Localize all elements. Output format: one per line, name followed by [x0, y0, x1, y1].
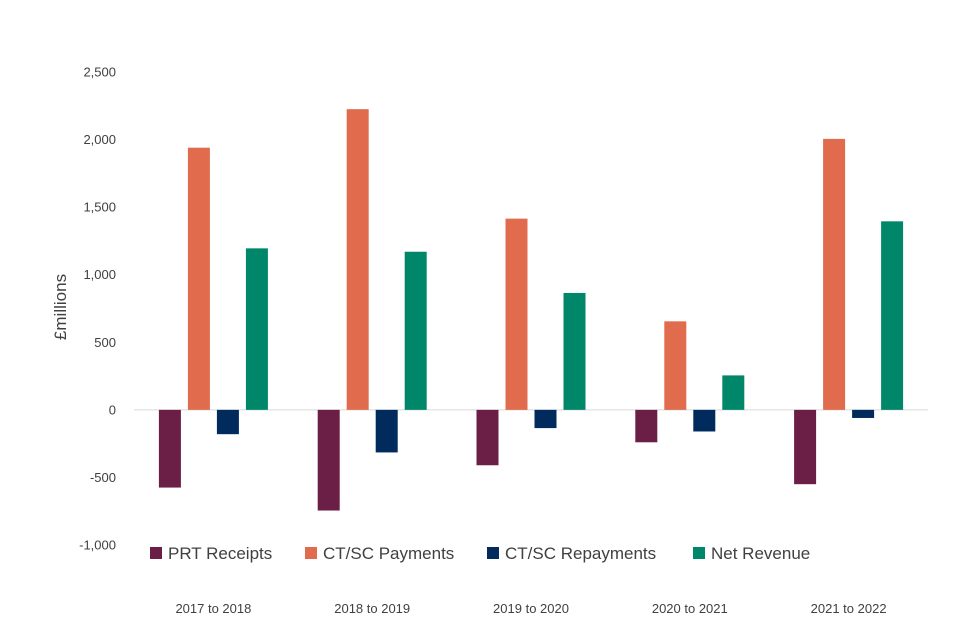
bar-ct-sc-payments [664, 321, 687, 410]
y-tick-label: 1,000 [83, 267, 116, 282]
x-tick-label: 2021 to 2022 [811, 601, 887, 616]
legend-label: PRT Receipts [168, 544, 272, 563]
x-tick-label: 2020 to 2021 [652, 601, 728, 616]
legend-swatch [487, 547, 499, 559]
bar-ct-sc-repayments [852, 409, 875, 418]
bar-ct-sc-repayments [534, 409, 557, 429]
legend-swatch [305, 547, 317, 559]
legend-label: CT/SC Repayments [505, 544, 656, 563]
legend: PRT Receipts CT/SC Payments CT/SC Repaymen… [150, 544, 810, 563]
legend-label: Net Revenue [711, 544, 810, 563]
y-tick-label: -500 [90, 470, 116, 485]
bar-net-revenue [881, 221, 904, 410]
bar-ct-sc-repayments [693, 409, 716, 432]
legend-swatch [693, 547, 705, 559]
bar-ct-sc-payments [823, 138, 846, 410]
y-axis-label: £millions [51, 274, 70, 340]
y-axis-ticks: 2,500 2,000 1,500 1,000 500 0 -500 -1,000 [79, 65, 116, 553]
y-tick-label: 500 [94, 335, 116, 350]
bar-prt-receipts [635, 409, 658, 443]
bar-ct-sc-payments [187, 147, 210, 410]
bar-ct-sc-payments [505, 218, 528, 410]
bar-net-revenue [245, 248, 268, 410]
bar-prt-receipts [158, 409, 181, 488]
legend-label: CT/SC Payments [323, 544, 454, 563]
bars-group [158, 109, 904, 511]
bar-ct-sc-repayments [216, 409, 239, 435]
x-axis-labels: 2017 to 2018 2018 to 2019 2019 to 2020 2020… [175, 601, 886, 616]
bar-prt-receipts [476, 409, 499, 466]
y-tick-label: -1,000 [79, 538, 116, 553]
y-tick-label: 2,500 [83, 65, 116, 80]
y-tick-label: 1,500 [83, 200, 116, 215]
bar-prt-receipts [794, 409, 817, 485]
x-tick-label: 2019 to 2020 [493, 601, 569, 616]
bar-prt-receipts [317, 409, 340, 511]
bar-ct-sc-repayments [375, 409, 398, 453]
y-tick-label: 0 [109, 402, 116, 417]
y-tick-label: 2,000 [83, 132, 116, 147]
bar-ct-sc-payments [346, 109, 369, 410]
bar-net-revenue [404, 251, 427, 410]
legend-swatch [150, 547, 162, 559]
bar-net-revenue [563, 292, 586, 410]
x-tick-label: 2017 to 2018 [175, 601, 251, 616]
x-tick-label: 2018 to 2019 [334, 601, 410, 616]
bar-net-revenue [722, 375, 745, 410]
